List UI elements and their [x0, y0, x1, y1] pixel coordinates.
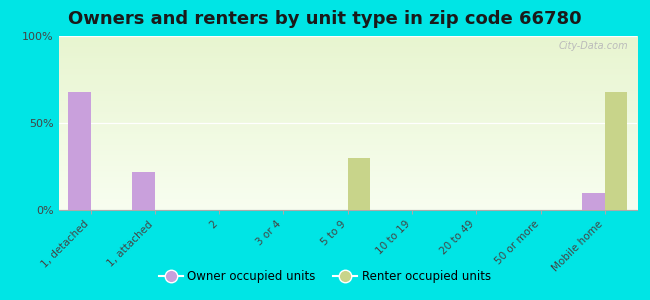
- Bar: [133, 172, 155, 210]
- Bar: [582, 193, 605, 210]
- Legend: Owner occupied units, Renter occupied units: Owner occupied units, Renter occupied un…: [154, 266, 496, 288]
- Text: City-Data.com: City-Data.com: [559, 41, 629, 51]
- Bar: [68, 92, 90, 210]
- Text: Owners and renters by unit type in zip code 66780: Owners and renters by unit type in zip c…: [68, 11, 582, 28]
- Bar: [348, 158, 370, 210]
- Bar: [605, 92, 627, 210]
